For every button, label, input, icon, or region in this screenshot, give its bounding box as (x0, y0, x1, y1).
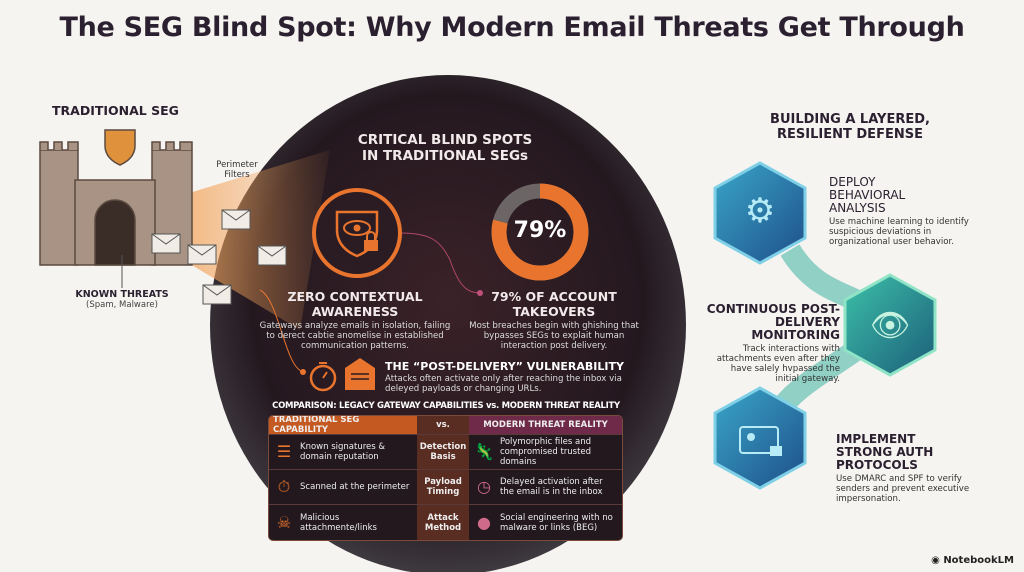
step-behavioral: DEPLOY BEHAVIORAL ANALYSIS Use machine l… (829, 175, 974, 248)
defense-heading-1: BUILDING A LAYERED, (770, 112, 930, 127)
ato-desc: Most breaches begin with ghishing that b… (469, 321, 639, 351)
clock-icon: ◷ (477, 477, 491, 496)
zero-awareness-block: ZERO CONTEXTUAL AWARENESS Gateways analyz… (255, 289, 455, 351)
heading-line1: CRITICAL BLIND SPOTS (357, 132, 533, 148)
id-lock-icon (713, 386, 807, 490)
header-modern: MODERN THREAT REALITY (469, 416, 622, 435)
cell-right: Social engineering with no malware or li… (500, 512, 613, 533)
step-desc: Use DMARC and SPF to verify senders and … (836, 474, 970, 504)
donut-value-arc (491, 183, 589, 281)
cell-left: Malicious attachmente/links (300, 512, 377, 533)
brand-text: NotebookLM (943, 555, 1014, 566)
hacker-icon: ● (477, 512, 491, 532)
row2-right: ◷ Delayed activation after the email is i… (469, 470, 622, 505)
list-window-icon: ☰ (276, 442, 292, 461)
gate-timer-icon: ⏱ (277, 477, 291, 496)
light-beam (150, 150, 330, 330)
step-monitoring: CONTINUOUS POST-DELIVERY MONITORING Trac… (706, 302, 840, 385)
post-title: THE “POST-DELIVERY” VULNERABILITY (385, 360, 624, 373)
envelope-icons (151, 209, 287, 305)
brain-circuit-icon: ⚙ (713, 161, 807, 265)
known-threats-title: KNOWN THREATS (75, 289, 169, 300)
skull-icon: ☠ (276, 512, 292, 532)
known-threats-label: KNOWN THREATS (Spam, Malware) (62, 289, 182, 310)
step-desc: Track interactions with attachments even… (716, 344, 840, 384)
shield-icon (104, 129, 136, 166)
svg-text:👁: 👁 (870, 306, 911, 344)
cell-right: Polymorphic files and compromised truste… (500, 437, 592, 467)
cell-mid: Detection Basis (417, 435, 469, 470)
header-vs: vs. (417, 416, 469, 435)
cell-mid: Payload Timing (417, 470, 469, 505)
heading-line2: IN TRADITIONAL SEGs (361, 148, 529, 164)
defense-heading-2: RESILIENT DEFENSE (777, 127, 923, 142)
ato-block: 79% OF ACCOUNT TAKEOVERS Most breaches be… (460, 289, 648, 351)
stopwatch-icon (309, 362, 337, 392)
eye-shield-lock-icon (312, 188, 402, 278)
zero-title-2: AWARENESS (311, 304, 399, 319)
cell-right: Delayed activation after the email is in… (500, 477, 603, 497)
page-title: The SEG Blind Spot: Why Modern Email Thr… (59, 12, 965, 43)
comparison-table: TRADITIONAL SEG CAPABILITY vs. MODERN TH… (268, 415, 623, 541)
svg-text:⚙: ⚙ (745, 191, 775, 231)
known-threats-sub: (Spam, Malware) (86, 300, 158, 310)
post-delivery-block: THE “POST-DELIVERY” VULNERABILITY Attack… (385, 360, 625, 394)
notebooklm-brand: ◉ NotebookLM (931, 555, 1014, 566)
cell-left: Scanned at the perimeter (300, 482, 410, 492)
perimeter-filters-label: Perimeter Filters (216, 160, 258, 180)
step-title: IMPLEMENT STRONG AUTH PROTOCOLS (836, 432, 934, 472)
step-auth: IMPLEMENT STRONG AUTH PROTOCOLS Use DMAR… (836, 432, 971, 505)
row1-right: 🦎 Polymorphic files and compromised trust… (469, 435, 622, 470)
donut-value: 79% (513, 218, 567, 243)
donut-chart-79-percent (491, 183, 589, 281)
step-title: DEPLOY BEHAVIORAL ANALYSIS (829, 175, 906, 215)
post-desc: Attacks often activate only after reachi… (385, 374, 622, 394)
step-desc: Use machine learning to identify suspici… (829, 217, 969, 247)
eye-shield-icon: 👁 (843, 273, 937, 377)
zero-desc: Gateways analyze emails in isolation, fa… (259, 321, 451, 351)
cell-mid: Attack Method (417, 505, 469, 540)
row1-left: ☰ Known signatures & domain reputation (269, 435, 417, 470)
ato-title-2: TAKEOVERS (512, 304, 596, 319)
comparison-heading: COMPARISON: LEGACY GATEWAY CAPABILITIES … (272, 401, 620, 411)
cell-left: Known signatures & domain reputation (300, 442, 385, 462)
header-traditional: TRADITIONAL SEG CAPABILITY (269, 416, 417, 435)
blind-spots-heading: CRITICAL BLIND SPOTS IN TRADITIONAL SEGs (320, 132, 570, 164)
row3-left: ☠ Malicious attachmente/links (269, 505, 417, 540)
row3-right: ● Social engineering with no malware or l… (469, 505, 622, 540)
step-title: CONTINUOUS POST-DELIVERY MONITORING (706, 302, 840, 342)
traditional-seg-label: TRADITIONAL SEG (52, 103, 179, 118)
defense-heading: BUILDING A LAYERED, RESILIENT DEFENSE (745, 112, 955, 142)
envelope-alert-icon (345, 358, 375, 390)
chameleon-icon: 🦎 (474, 442, 494, 461)
row2-left: ⏱ Scanned at the perimeter (269, 470, 417, 505)
zero-title-1: ZERO CONTEXTUAL (287, 289, 423, 304)
ato-title-1: 79% OF ACCOUNT (491, 289, 617, 304)
